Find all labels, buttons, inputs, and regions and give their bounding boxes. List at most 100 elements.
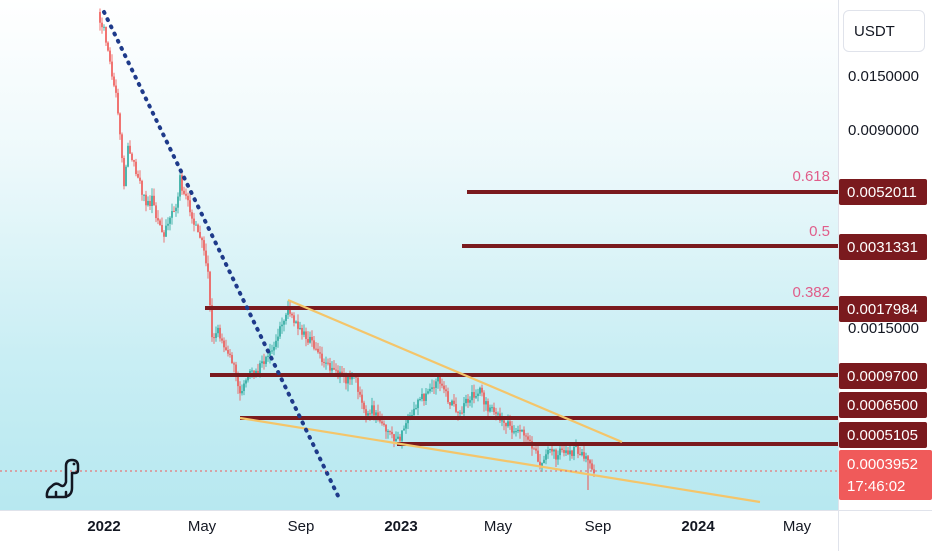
candle-body bbox=[119, 113, 121, 135]
candle-body bbox=[451, 400, 453, 406]
candle-body bbox=[439, 375, 441, 384]
candle-body bbox=[455, 403, 457, 412]
candle-body bbox=[575, 445, 577, 447]
candle-body bbox=[123, 158, 125, 187]
currency-selector-button[interactable]: USDT bbox=[843, 10, 925, 52]
time-axis-label: Sep bbox=[287, 518, 315, 535]
candle-body bbox=[547, 449, 549, 455]
candle-body bbox=[187, 195, 189, 201]
candle-body bbox=[431, 387, 433, 389]
candle-body bbox=[571, 450, 573, 456]
candle-body bbox=[133, 160, 135, 162]
candle-body bbox=[121, 134, 123, 159]
candle-body bbox=[397, 436, 399, 439]
candle-body bbox=[395, 438, 397, 442]
candle-body bbox=[491, 407, 493, 409]
candle-body bbox=[501, 420, 503, 422]
level-price-tag: 0.0031331 bbox=[839, 234, 927, 260]
time-axis[interactable] bbox=[0, 510, 838, 551]
candle-body bbox=[409, 415, 411, 417]
candle-body bbox=[335, 369, 337, 371]
candle-body bbox=[497, 413, 499, 415]
candle-body bbox=[173, 211, 175, 213]
candle-body bbox=[143, 194, 145, 196]
candle-body bbox=[319, 352, 321, 354]
candle-body bbox=[539, 461, 541, 467]
candle-body bbox=[149, 200, 151, 206]
price-axis-label: 0.0090000 bbox=[848, 122, 919, 139]
candle-body bbox=[219, 327, 221, 339]
candle-body bbox=[105, 26, 107, 43]
candle-body bbox=[393, 434, 395, 442]
candle-body bbox=[573, 446, 575, 456]
candle-body bbox=[359, 391, 361, 395]
candle-body bbox=[365, 409, 367, 416]
candle-body bbox=[537, 450, 539, 462]
candle-body bbox=[155, 205, 157, 219]
time-axis-label: 2024 bbox=[681, 518, 715, 535]
candle-body bbox=[153, 195, 155, 206]
candle-body bbox=[239, 386, 241, 394]
candle-body bbox=[589, 460, 591, 464]
candle-body bbox=[327, 362, 329, 364]
candle-body bbox=[427, 391, 429, 394]
candle-body bbox=[329, 362, 331, 371]
candle-body bbox=[213, 337, 215, 339]
candle-body bbox=[267, 355, 269, 357]
candle-body bbox=[309, 336, 311, 343]
candle-body bbox=[221, 338, 223, 341]
candle-body bbox=[443, 385, 445, 390]
candle-body bbox=[351, 375, 353, 380]
candle-body bbox=[107, 42, 109, 51]
candle-body bbox=[157, 218, 159, 221]
candle-body bbox=[437, 375, 439, 382]
chart-area[interactable] bbox=[0, 0, 838, 510]
candle-body bbox=[247, 376, 249, 381]
candle-body bbox=[563, 449, 565, 453]
candle-body bbox=[505, 422, 507, 427]
candle-body bbox=[225, 347, 227, 351]
candle-body bbox=[415, 408, 417, 410]
candle-body bbox=[301, 327, 303, 335]
candle-body bbox=[223, 340, 225, 348]
candle-body bbox=[103, 26, 105, 28]
candle-body bbox=[521, 429, 523, 432]
candle-body bbox=[369, 413, 371, 415]
candle-body bbox=[347, 375, 349, 384]
candle-body bbox=[483, 392, 485, 405]
current-price: 0.0003952 bbox=[847, 456, 918, 473]
level-price-tag: 0.0006500 bbox=[839, 392, 927, 418]
price-axis-label: 0.0150000 bbox=[848, 68, 919, 85]
candle-body bbox=[565, 450, 567, 453]
bar-countdown: 17:46:02 bbox=[847, 478, 906, 495]
candle-body bbox=[321, 353, 323, 362]
candle-body bbox=[283, 320, 285, 325]
candle-body bbox=[349, 375, 351, 380]
candle-body bbox=[529, 439, 531, 442]
candle-body bbox=[117, 92, 119, 114]
candle-body bbox=[159, 220, 161, 226]
candle-body bbox=[303, 331, 305, 335]
candle-body bbox=[561, 448, 563, 450]
candle-body bbox=[549, 448, 551, 450]
candle-body bbox=[435, 381, 437, 388]
candle-body bbox=[511, 425, 513, 433]
candle-body bbox=[453, 400, 455, 404]
level-price-tag: 0.0005105 bbox=[839, 422, 927, 448]
candle-body bbox=[467, 398, 469, 403]
candle-body bbox=[259, 363, 261, 374]
candle-body bbox=[475, 396, 477, 398]
price-chart[interactable] bbox=[0, 0, 838, 510]
lower-trendline bbox=[239, 416, 761, 504]
candle-body bbox=[489, 407, 491, 412]
time-axis-label: May bbox=[483, 518, 513, 535]
candle-body bbox=[281, 324, 283, 327]
candle-body bbox=[411, 414, 413, 416]
candle-body bbox=[139, 177, 141, 181]
candle-body bbox=[517, 429, 519, 432]
candle-body bbox=[533, 448, 535, 450]
candle-body bbox=[211, 305, 213, 338]
candle-body bbox=[191, 212, 193, 219]
candle-body bbox=[527, 436, 529, 440]
candle-body bbox=[581, 452, 583, 456]
